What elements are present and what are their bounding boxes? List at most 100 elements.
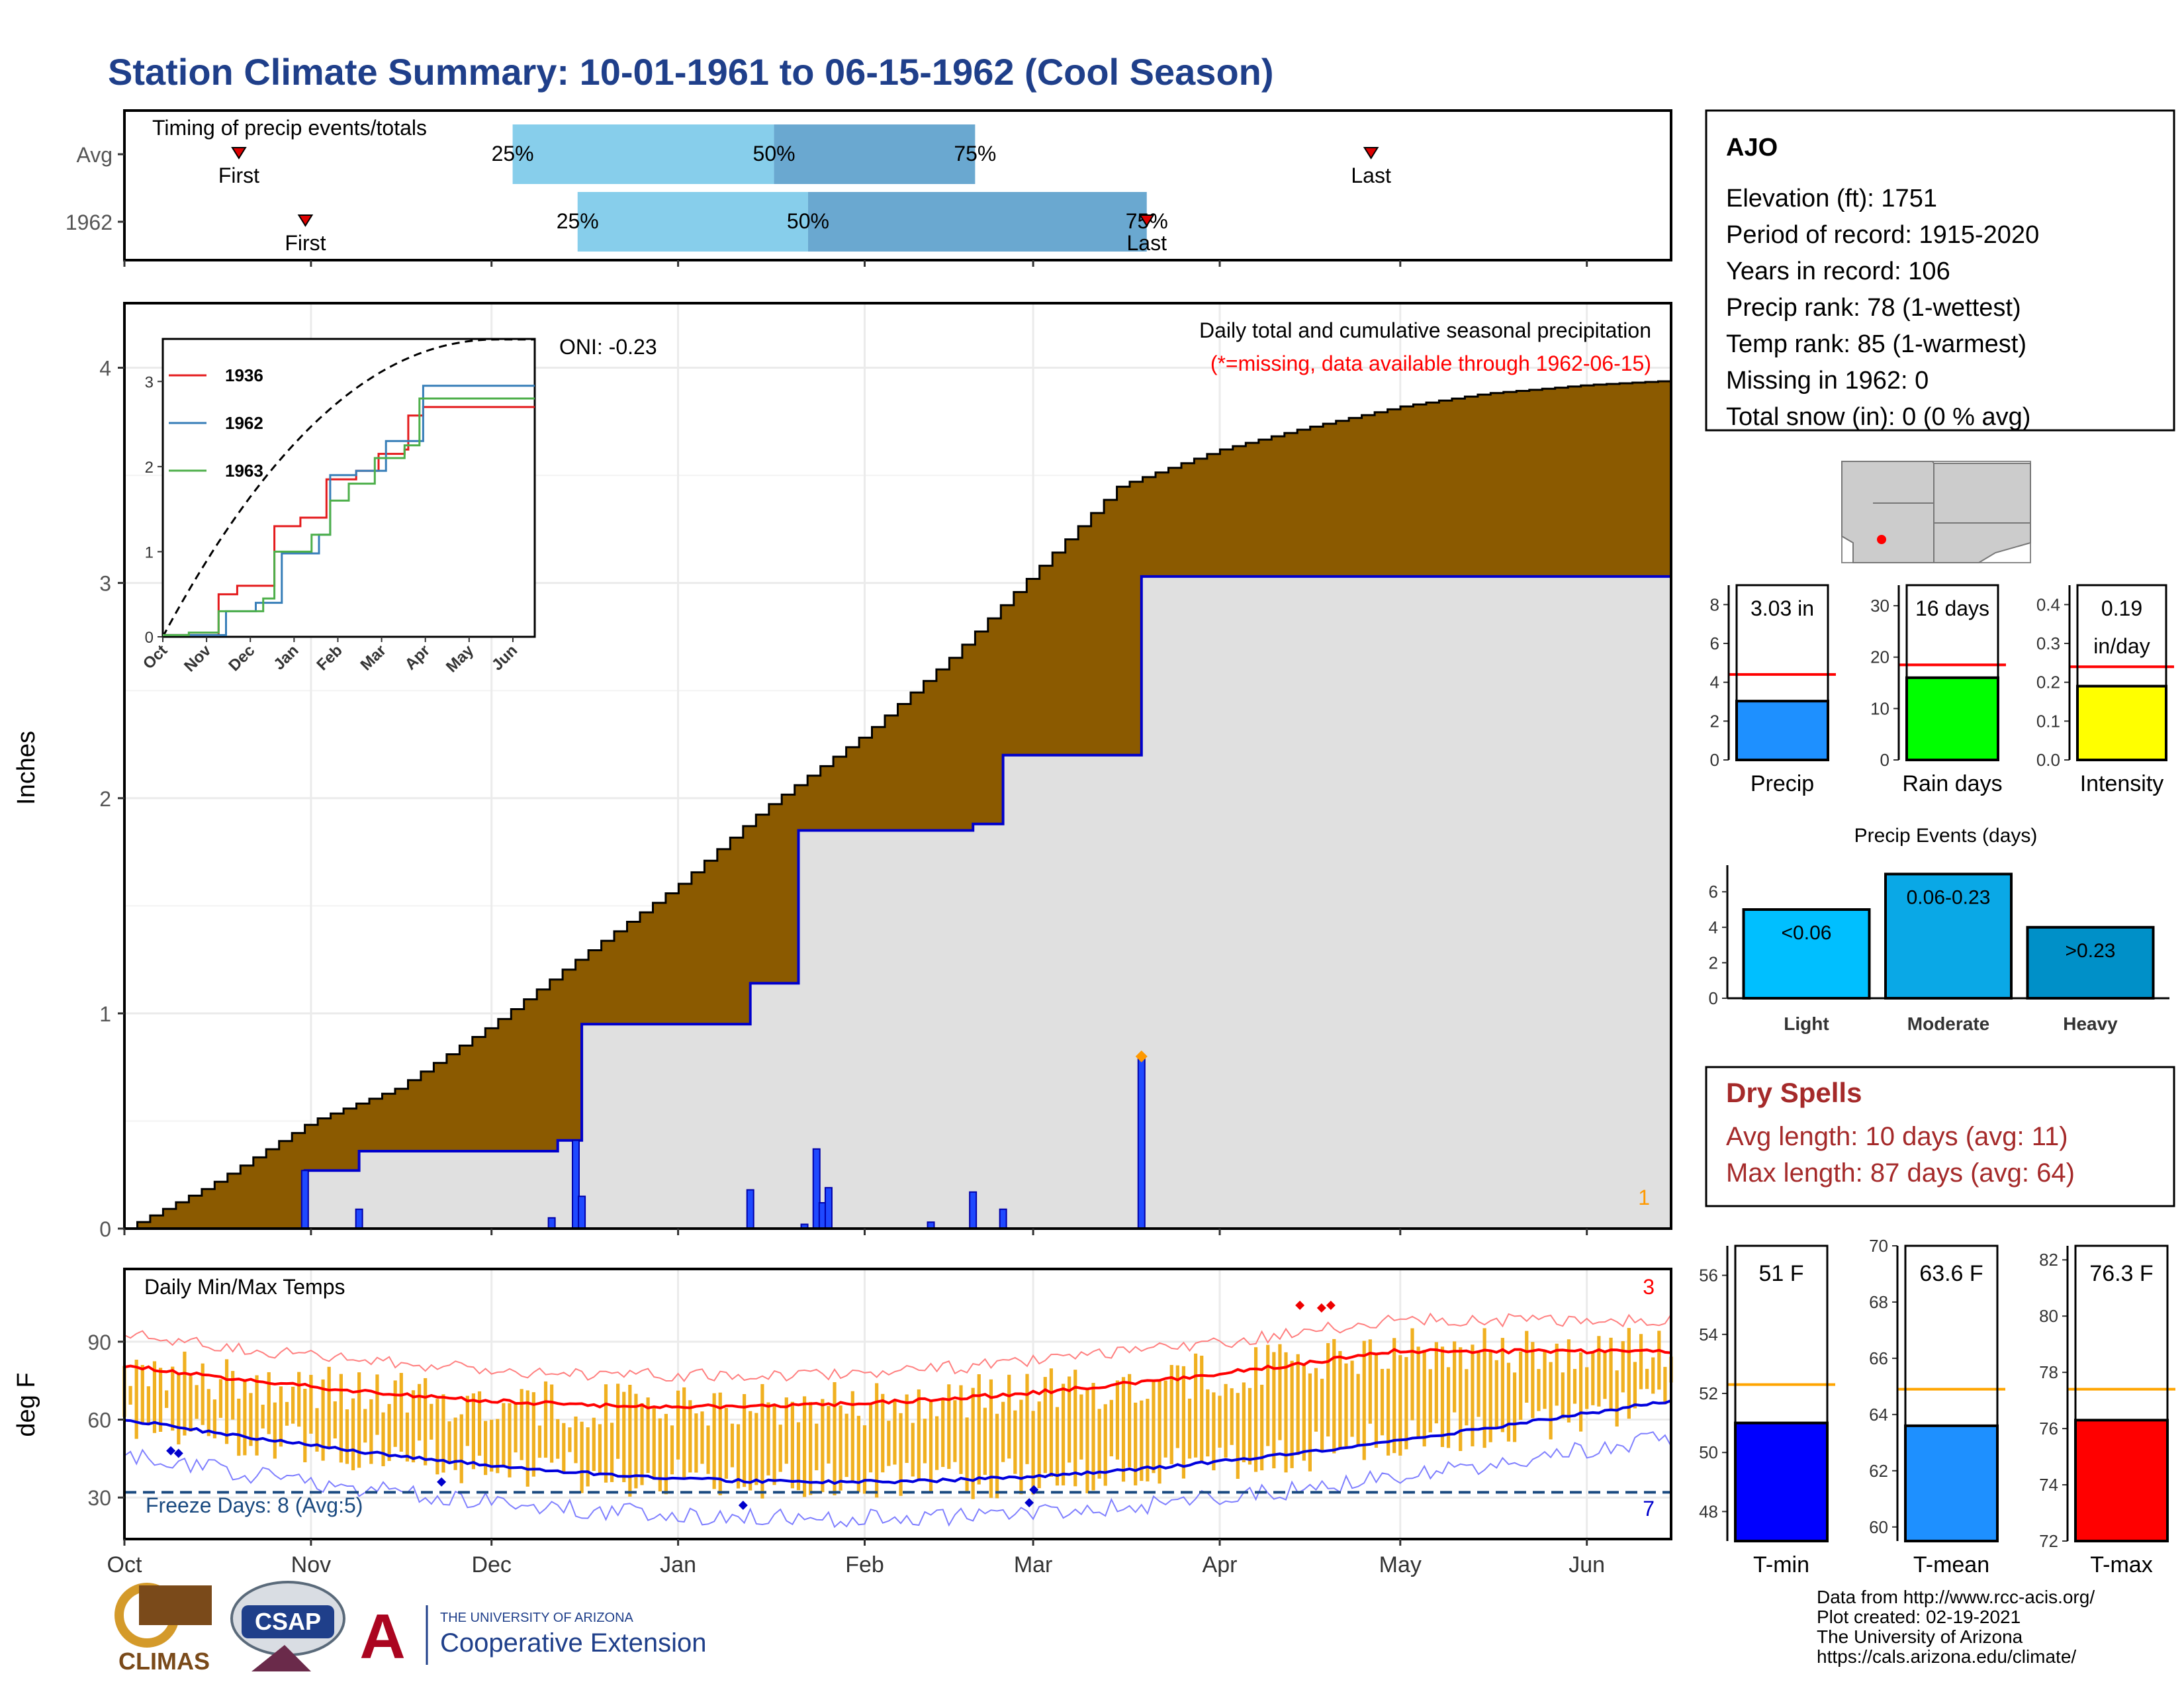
daily-temp-bar: [1471, 1344, 1475, 1446]
temp-chart-tick-label: 80: [2039, 1306, 2058, 1326]
daily-temp-bar: [1163, 1380, 1167, 1458]
daily-temp-bar: [586, 1427, 590, 1487]
temp-chart-tick-label: 56: [1699, 1266, 1718, 1286]
temp-chart-tick-label: 78: [2039, 1362, 2058, 1382]
daily-temp-bar: [1266, 1344, 1270, 1446]
region-shape: [1841, 461, 2031, 563]
page-title: Station Climate Summary: 10-01-1961 to 0…: [108, 51, 1274, 93]
daily-temp-bar: [935, 1416, 939, 1470]
daily-temp-bar: [1387, 1368, 1390, 1456]
daily-temp-bar: [1290, 1360, 1294, 1468]
daily-temp-bar: [833, 1382, 837, 1495]
daily-temp-bar: [977, 1374, 981, 1485]
daily-temp-bar: [562, 1423, 566, 1474]
month-axis-labels: Oct Nov Dec Jan Feb Mar Apr May Jun: [107, 1552, 1606, 1577]
daily-temp-bar: [255, 1375, 259, 1456]
temp-chart-value: 51 F: [1758, 1261, 1803, 1286]
daily-temp-bar: [1344, 1363, 1348, 1447]
dry-spells-title: Dry Spells: [1726, 1077, 1862, 1108]
record-high-marker: [1295, 1300, 1305, 1310]
missing-note: (*=missing, data available through 1962-…: [1210, 352, 1651, 375]
dry-spells-box: Dry Spells Avg length: 10 days (avg: 11)…: [1705, 1066, 2175, 1207]
station-detail-line: Total snow (in): 0 (0 % avg): [1726, 403, 2030, 431]
temp-chart-tick-label: 64: [1869, 1405, 1888, 1425]
daily-temp-bar: [375, 1374, 379, 1435]
daily-temp-bar: [953, 1400, 957, 1462]
temp-ytick-label: 60: [87, 1409, 111, 1432]
daily-temp-bar: [1338, 1350, 1342, 1448]
inset-ytick-label: 0: [145, 629, 154, 647]
daily-temp-bar: [1645, 1368, 1649, 1389]
last-event-label: Last: [1351, 164, 1391, 187]
month-label: Mar: [1014, 1552, 1053, 1577]
ua-a-mark: A: [359, 1601, 405, 1672]
station-name: AJO: [1726, 134, 1778, 162]
events-bar: [2026, 925, 2155, 1000]
main-axes: 0 1 2 3 4: [99, 357, 1588, 1241]
daily-temp-bar: [1140, 1400, 1144, 1481]
daily-temp-bar: [887, 1421, 891, 1466]
temp-ylabel: deg F: [13, 1372, 40, 1436]
temp-ytick-label: 90: [87, 1331, 111, 1354]
daily-temp-bar: [1525, 1331, 1529, 1403]
footer: Data from http://www.rcc-acis.org/Plot c…: [114, 1581, 2095, 1675]
first-event-label: First: [218, 164, 259, 187]
month-label: Nov: [291, 1552, 331, 1577]
daily-temp-bar: [1350, 1360, 1354, 1437]
temp-chart-tick-label: 48: [1699, 1501, 1718, 1521]
first-event-label: First: [285, 231, 326, 255]
daily-temp-bar: [929, 1401, 933, 1492]
daily-temp-bar: [237, 1398, 241, 1456]
footer-credit-line: https://cals.arizona.edu/climate/: [1817, 1646, 2076, 1667]
daily-temp-bar: [201, 1363, 205, 1425]
footer-credit-line: Data from http://www.rcc-acis.org/: [1817, 1587, 2095, 1607]
record-high-marker: [1326, 1300, 1336, 1310]
inset-ytick-label: 1: [145, 543, 154, 561]
daily-temp-bar: [749, 1411, 752, 1491]
daily-temp-bar: [177, 1374, 181, 1445]
timing-50-label: 50%: [787, 209, 829, 233]
daily-temp-bar: [490, 1419, 494, 1472]
daily-temp-bar: [724, 1407, 728, 1479]
precip-chart-frame: [1735, 584, 1829, 761]
missing-count: 1: [1638, 1186, 1650, 1209]
daily-temp-bar: [809, 1401, 813, 1495]
events-title: Precip Events (days): [1854, 825, 2038, 847]
ua-logo-text: Cooperative Extension: [440, 1628, 706, 1658]
timing-rows: Avg25%50%75%FirstLast196225%50%75%FirstL…: [66, 124, 1588, 267]
daily-temp-bar: [917, 1389, 921, 1481]
daily-temp-bar: [134, 1360, 138, 1439]
precip-chart-tick-label: 0.3: [2036, 633, 2060, 653]
daily-temp-bar: [1194, 1353, 1198, 1458]
daily-temp-bar: [652, 1407, 656, 1480]
main-ytick-label: 3: [99, 572, 111, 596]
last-event-marker: [1363, 147, 1379, 160]
oni-label: ONI: -0.23: [559, 335, 657, 359]
daily-temp-bar: [399, 1373, 403, 1452]
month-label: Dec: [471, 1552, 511, 1577]
daily-temp-bar: [628, 1385, 632, 1497]
month-label: Apr: [1203, 1552, 1238, 1577]
record-low-marker: [738, 1501, 748, 1510]
daily-temp-bar: [1272, 1352, 1276, 1469]
daily-temp-bar: [1121, 1377, 1126, 1482]
daily-temp-bar: [303, 1389, 307, 1463]
first-event-marker: [297, 214, 314, 227]
daily-temp-bar: [206, 1389, 210, 1436]
events-plot: 0 2 4 6 <0.06 Light 0.06-0.23 Moderate >0.23 Heav…: [1709, 865, 2169, 1034]
temp-chart-tick-label: 72: [2039, 1531, 2058, 1551]
daily-temp-bar: [465, 1395, 469, 1446]
daily-temp-bar: [646, 1397, 650, 1474]
daily-temp-bar: [983, 1407, 987, 1475]
daily-temp-bar: [285, 1401, 289, 1426]
precip-chart-value-unit: in/day: [2093, 634, 2150, 658]
daily-temp-bar: [712, 1393, 716, 1489]
daily-temp-bar: [947, 1384, 951, 1470]
max-daily-marker: [1135, 1050, 1148, 1062]
daily-temp-bar: [893, 1401, 897, 1465]
csap-logo-text: CSAP: [255, 1608, 321, 1635]
timing-25-label: 25%: [557, 209, 599, 233]
record-low-marker: [166, 1446, 176, 1456]
precip-chart-tick-label: 0.0: [2036, 750, 2060, 770]
